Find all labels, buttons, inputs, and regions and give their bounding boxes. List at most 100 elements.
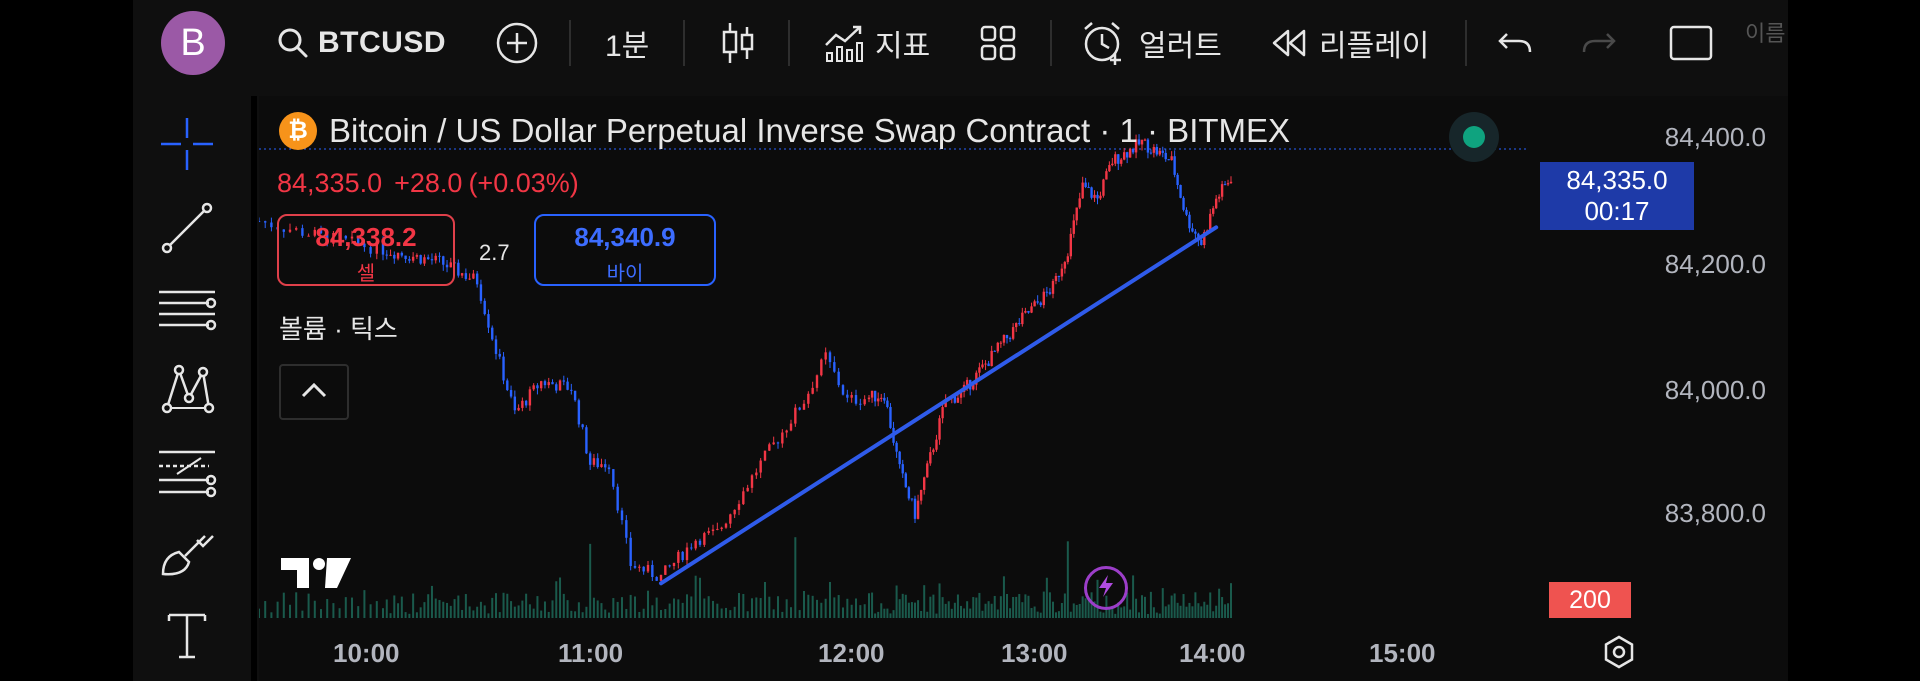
volume-bar (829, 581, 831, 618)
compare-symbol-button[interactable] (495, 0, 539, 86)
time-axis-label: 15:00 (1369, 638, 1436, 668)
chart-settings-button[interactable] (1602, 635, 1636, 674)
search-icon (276, 26, 310, 60)
symbol-search-button[interactable]: BTCUSD (276, 0, 446, 86)
forecast-tool[interactable] (155, 444, 219, 504)
candle-body (996, 342, 999, 352)
sell-button[interactable]: 84,338.2 셀 (277, 214, 455, 286)
candle-body (483, 300, 486, 315)
price-chart-canvas[interactable] (259, 96, 1788, 681)
undo-button[interactable] (1497, 0, 1533, 86)
volume-bar (566, 600, 569, 618)
volume-bar (282, 592, 285, 618)
symbol-label: BTCUSD (318, 26, 446, 59)
volume-bar (950, 608, 953, 618)
toolbar-separator (1465, 20, 1467, 66)
candle-body (487, 314, 490, 328)
volume-bar (1012, 596, 1015, 618)
trendline-tool[interactable] (155, 200, 219, 260)
pattern-tool[interactable] (155, 362, 219, 422)
market-status-indicator[interactable] (1449, 112, 1499, 162)
volume-bar (1021, 602, 1024, 618)
candle-body (540, 381, 543, 389)
volume-bar (483, 605, 486, 618)
volume-bar (629, 594, 632, 618)
volume-bar (1084, 598, 1087, 618)
volume-bar (803, 590, 805, 618)
candle-body (502, 356, 505, 381)
text-tool[interactable] (155, 608, 219, 668)
volume-bar (947, 601, 950, 618)
fullscreen-button[interactable] (1669, 0, 1713, 86)
redo-button[interactable] (1581, 0, 1617, 86)
candle-body (850, 395, 853, 398)
volume-bar (382, 608, 384, 618)
volume-bar (1161, 588, 1164, 618)
candle-body (1120, 159, 1123, 164)
candle-body (841, 385, 845, 395)
candle-body (445, 264, 449, 268)
candle-body (1170, 156, 1173, 161)
chart-type-button[interactable] (721, 0, 755, 86)
volume-value-badge: 200 (1549, 582, 1631, 618)
buy-button[interactable]: 84,340.9 바이 (534, 214, 716, 286)
candle-body (415, 255, 419, 257)
candle-body (513, 396, 517, 411)
tradingview-logo-icon[interactable] (281, 554, 351, 595)
candle-body (1005, 334, 1009, 339)
indicators-button[interactable]: 지표 (823, 0, 930, 86)
interval-button[interactable]: 1분 (605, 0, 649, 86)
symbol-legend[interactable]: ₿ Bitcoin / US Dollar Perpetual Inverse … (279, 112, 1290, 150)
candle-body (1188, 214, 1191, 229)
candle-body (972, 384, 975, 390)
volume-bar (1182, 594, 1185, 618)
volume-bar (785, 599, 788, 618)
candle-body (547, 382, 550, 386)
volume-bar (929, 596, 932, 618)
brush-tool[interactable] (155, 526, 219, 586)
candle-body (1008, 338, 1012, 340)
volume-bar (655, 597, 658, 618)
alerts-button[interactable]: 얼러트 (1081, 0, 1222, 86)
crosshair-tool[interactable] (155, 116, 219, 176)
volume-bar (476, 606, 479, 618)
text-icon (165, 611, 209, 666)
volume-bar (895, 585, 898, 618)
candle-body (1057, 275, 1061, 277)
volume-bar (772, 609, 775, 618)
candle-body (1051, 280, 1055, 294)
collapse-legend-button[interactable] (279, 364, 349, 420)
price-axis-label: 84,400.0 (1664, 122, 1766, 152)
candle-body (1084, 182, 1087, 188)
user-avatar[interactable]: B (161, 11, 225, 75)
volume-indicator-label[interactable]: 볼륨 · 틱스 (279, 314, 398, 344)
candle-body (785, 430, 788, 433)
volume-bar (707, 596, 710, 618)
volume-bar (446, 602, 449, 618)
layouts-button[interactable] (979, 0, 1017, 86)
candle-body (270, 222, 273, 228)
chart-pane[interactable]: ₿ Bitcoin / US Dollar Perpetual Inverse … (259, 96, 1788, 681)
candle-body (1111, 163, 1114, 166)
candle-body (677, 551, 680, 563)
volume-bar (369, 604, 372, 618)
quick-trade-button[interactable] (1084, 566, 1128, 610)
volume-bar (1054, 612, 1057, 618)
candle-body (313, 229, 316, 236)
fib-tool[interactable] (155, 282, 219, 342)
volume-bar (1102, 612, 1105, 618)
trendline-drawing[interactable] (659, 225, 1219, 586)
candle-body (1149, 152, 1153, 154)
volume-bar (389, 613, 392, 618)
volume-bar (1042, 591, 1045, 618)
candle-body (1033, 301, 1036, 307)
time-axis-label: 14:00 (1179, 638, 1246, 668)
volume-bar (798, 610, 801, 618)
volume-bar (938, 583, 941, 618)
candle-body (811, 387, 814, 394)
candle-body (886, 400, 889, 407)
candle-body (711, 529, 715, 532)
alerts-label: 얼러트 (1139, 30, 1222, 63)
replay-button[interactable]: 리플레이 (1271, 0, 1429, 86)
volume-bar (495, 593, 497, 618)
